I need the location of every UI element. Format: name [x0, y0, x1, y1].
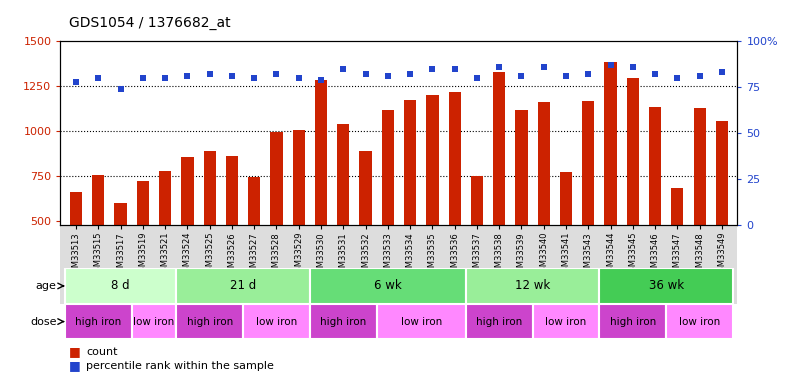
Bar [671, 188, 683, 310]
Bar [471, 176, 483, 310]
Bar [404, 100, 416, 310]
Bar [243, 304, 310, 339]
Bar [204, 151, 216, 310]
Bar [667, 304, 733, 339]
Text: dose: dose [30, 316, 56, 327]
Text: 8 d: 8 d [111, 279, 130, 292]
Bar [337, 124, 350, 310]
Bar [426, 95, 438, 310]
Point [181, 73, 193, 79]
Text: age: age [35, 281, 56, 291]
Point [159, 75, 172, 81]
Text: high iron: high iron [609, 316, 656, 327]
Point [136, 75, 149, 81]
Bar [92, 175, 105, 310]
Bar [560, 172, 572, 310]
Bar [604, 62, 617, 310]
Point [671, 75, 683, 81]
Point [426, 66, 438, 72]
Bar [315, 80, 327, 310]
Text: low iron: low iron [679, 316, 721, 327]
Point [716, 69, 729, 75]
Point [693, 73, 706, 79]
Text: low iron: low iron [401, 316, 442, 327]
Bar [600, 304, 667, 339]
Bar [159, 171, 171, 310]
Point [582, 71, 595, 77]
Text: high iron: high iron [75, 316, 122, 327]
Point [492, 64, 505, 70]
Bar [376, 304, 466, 339]
Bar [448, 92, 461, 310]
Point [626, 64, 639, 70]
Bar [310, 304, 376, 339]
Bar [538, 102, 550, 310]
Point [337, 66, 350, 72]
Point [293, 75, 305, 81]
Point [69, 79, 82, 85]
Text: GDS1054 / 1376682_at: GDS1054 / 1376682_at [69, 16, 231, 30]
Bar [649, 106, 661, 310]
Bar [70, 192, 82, 310]
Point [538, 64, 550, 70]
Bar [533, 304, 600, 339]
Bar [600, 268, 733, 304]
Point [515, 73, 528, 79]
Bar [114, 204, 127, 310]
Point [270, 71, 283, 77]
Bar [177, 304, 243, 339]
Point [203, 71, 216, 77]
Bar [466, 304, 533, 339]
Text: high iron: high iron [320, 316, 367, 327]
Text: ■: ■ [69, 359, 81, 372]
Text: 36 wk: 36 wk [649, 279, 683, 292]
Point [404, 71, 417, 77]
Point [448, 66, 461, 72]
Bar [693, 108, 706, 310]
Bar [493, 72, 505, 310]
Bar [293, 130, 305, 310]
Bar [310, 268, 466, 304]
Point [92, 75, 105, 81]
Bar [226, 156, 238, 310]
Point [114, 86, 127, 92]
Bar [65, 304, 131, 339]
Point [314, 77, 327, 83]
Bar [716, 121, 728, 310]
Bar [515, 110, 528, 310]
Text: low iron: low iron [256, 316, 297, 327]
Point [359, 71, 372, 77]
Bar [382, 110, 394, 310]
Point [471, 75, 484, 81]
Text: 21 d: 21 d [230, 279, 256, 292]
Point [559, 73, 572, 79]
Text: 12 wk: 12 wk [515, 279, 550, 292]
Bar [137, 181, 149, 310]
Bar [248, 177, 260, 310]
Point [604, 62, 617, 68]
Bar [181, 157, 193, 310]
Text: low iron: low iron [133, 316, 175, 327]
Text: ■: ■ [69, 345, 81, 358]
Bar [627, 78, 639, 310]
Text: high iron: high iron [476, 316, 522, 327]
Bar [582, 101, 594, 310]
Point [381, 73, 394, 79]
Bar [270, 132, 283, 310]
Bar [65, 268, 177, 304]
Text: percentile rank within the sample: percentile rank within the sample [86, 361, 274, 370]
Point [226, 73, 239, 79]
Text: 6 wk: 6 wk [374, 279, 401, 292]
Point [649, 71, 662, 77]
Bar [359, 152, 372, 310]
Text: high iron: high iron [186, 316, 233, 327]
Text: count: count [86, 347, 118, 357]
Point [247, 75, 260, 81]
Bar [177, 268, 310, 304]
Bar [466, 268, 600, 304]
Bar [131, 304, 177, 339]
Text: low iron: low iron [546, 316, 587, 327]
